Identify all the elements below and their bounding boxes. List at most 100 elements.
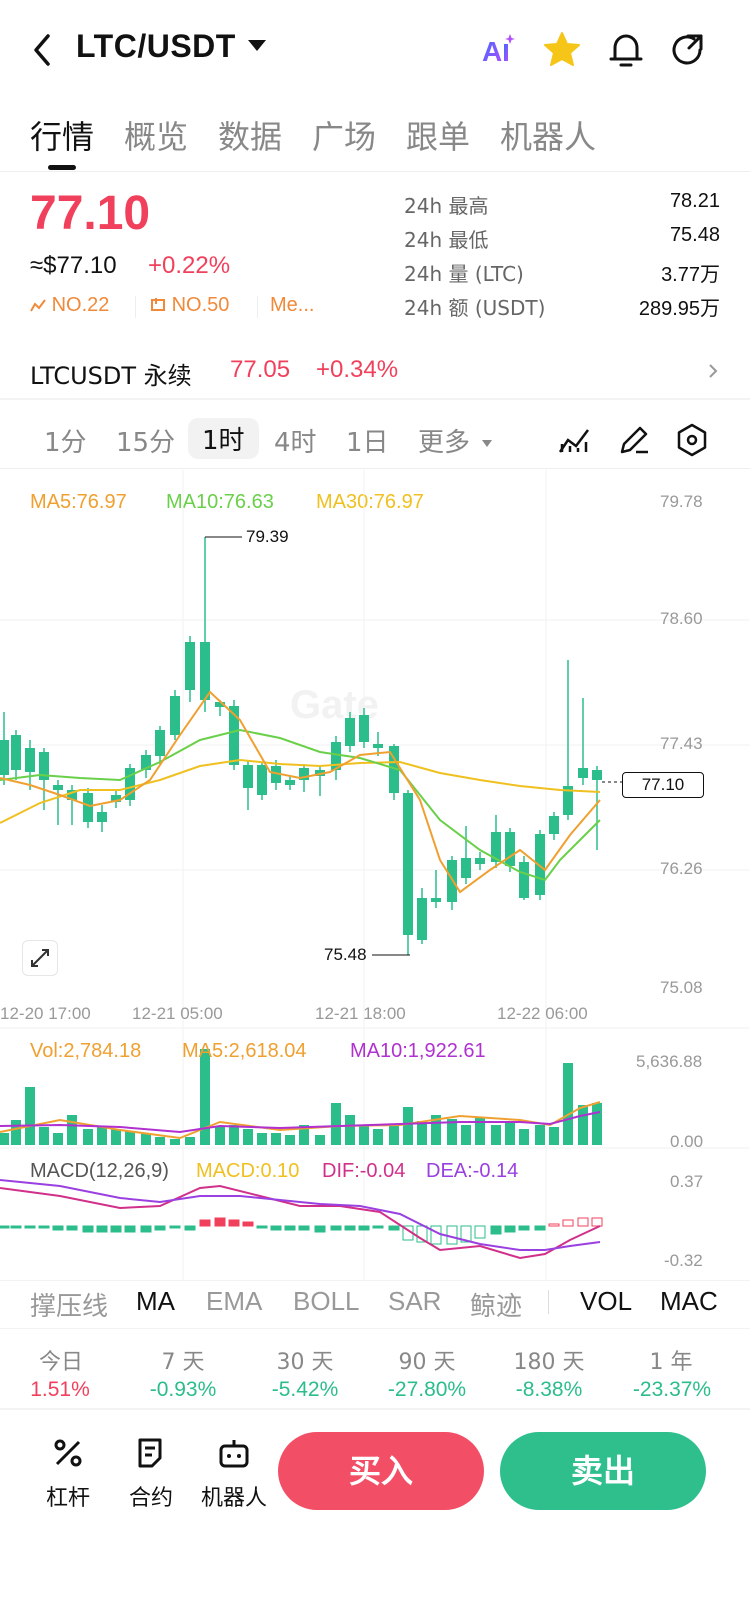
macd-bar [66, 1225, 78, 1231]
dif-line [0, 1184, 601, 1260]
macd-bar [562, 1219, 574, 1227]
macd-bar [24, 1225, 36, 1229]
box-icon [151, 298, 165, 311]
volume-bar [229, 1125, 239, 1145]
price-change: +0.22% [148, 252, 231, 279]
macd-bar [430, 1225, 442, 1245]
interval-15m[interactable]: 15分 [116, 428, 176, 458]
x-tick: 12-22 06:00 [497, 1004, 588, 1023]
svg-text:A: A [482, 36, 502, 67]
star-icon[interactable] [542, 30, 582, 70]
perf-label-180d: 180 天 [513, 1350, 585, 1375]
interval-1m[interactable]: 1分 [44, 428, 87, 458]
buy-button[interactable]: 买入 [278, 1432, 484, 1510]
tab-overview[interactable]: 概览 [124, 118, 189, 156]
contract-icon[interactable] [134, 1436, 168, 1470]
stat-high-label: 24h 最高 [404, 194, 489, 218]
candle [299, 768, 309, 780]
candle [141, 755, 151, 770]
tab-square[interactable]: 广场 [312, 118, 377, 156]
macd-title: MACD(12,26,9) [30, 1160, 169, 1182]
rank-badge-3[interactable]: Me... [270, 294, 315, 316]
volume-bar [257, 1133, 267, 1145]
volume-bar [111, 1129, 121, 1145]
macd-bar [548, 1223, 560, 1227]
indicator-boll[interactable]: BOLL [293, 1286, 360, 1316]
indicator-vol[interactable]: VOL [580, 1286, 633, 1316]
indicator-chart-icon[interactable] [556, 422, 592, 458]
interval-1d[interactable]: 1日 [346, 428, 389, 458]
indicator-sar[interactable]: SAR [388, 1286, 442, 1316]
volume-bar [549, 1127, 559, 1145]
volume-bar [417, 1121, 427, 1145]
rank-badge-2[interactable]: NO.50 [150, 294, 229, 317]
candle [39, 752, 49, 780]
expand-icon[interactable] [22, 940, 58, 976]
contract-label[interactable]: 合约 [128, 1486, 173, 1511]
tab-market[interactable]: 行情 [30, 118, 95, 156]
indicator-ma[interactable]: MA [136, 1286, 175, 1316]
caret-down-icon [482, 440, 493, 447]
perpetual-name[interactable]: LTCUSDT 永续 [30, 362, 192, 390]
y-tick: 76.26 [660, 859, 703, 878]
interval-more[interactable]: 更多 [418, 422, 493, 459]
macd-bar [140, 1225, 152, 1233]
candle [491, 832, 501, 862]
back-arrow-icon[interactable] [28, 30, 58, 70]
last-price: 77.10 [30, 187, 151, 240]
share-icon[interactable] [668, 30, 708, 70]
tab-robot[interactable]: 机器人 [500, 118, 597, 156]
pencil-icon[interactable] [616, 422, 652, 458]
divider [0, 398, 750, 400]
indicator-whale[interactable]: 鲸迹 [470, 1291, 523, 1321]
sell-button[interactable]: 卖出 [500, 1432, 706, 1510]
tab-copy-trade[interactable]: 跟单 [406, 118, 471, 156]
interval-1h[interactable]: 1时 [188, 418, 259, 459]
perf-label-1y: 1 年 [649, 1350, 693, 1375]
macd-bar [460, 1225, 472, 1243]
macd-bar [298, 1225, 310, 1231]
rank-badge-1[interactable]: NO.22 [30, 294, 109, 317]
indicator-ema[interactable]: EMA [206, 1286, 263, 1316]
candle [83, 793, 93, 822]
volume-bar [125, 1131, 135, 1145]
robot-label[interactable]: 机器人 [200, 1486, 267, 1511]
candle [11, 735, 21, 770]
volume-bar [592, 1103, 602, 1145]
candle [417, 898, 427, 940]
volume-bar [67, 1115, 77, 1145]
kline-chart[interactable]: Gate [0, 470, 750, 1280]
candle [200, 642, 210, 700]
volume-bar [491, 1125, 501, 1145]
chevron-right-icon[interactable] [706, 362, 720, 380]
candle [578, 768, 588, 778]
settings-hexagon-icon[interactable] [674, 422, 710, 458]
tab-data[interactable]: 数据 [218, 118, 283, 156]
indicator-support[interactable]: 撑压线 [30, 1291, 109, 1321]
leverage-icon[interactable] [51, 1436, 85, 1470]
bell-icon[interactable] [606, 30, 646, 70]
perf-value-30d: -5.42% [271, 1378, 339, 1401]
volume-bar [53, 1133, 63, 1145]
interval-more-label: 更多 [418, 428, 471, 458]
dea-line [0, 1179, 601, 1251]
vol-ma10-line [0, 1111, 601, 1134]
leverage-label[interactable]: 杠杆 [45, 1486, 90, 1511]
volume-bar [475, 1117, 485, 1145]
pair-title[interactable]: LTC/USDT [76, 28, 236, 64]
macd-bar [372, 1225, 384, 1229]
ma30-label: MA30:76.97 [316, 491, 424, 513]
interval-4h[interactable]: 4时 [274, 428, 317, 458]
ai-icon[interactable]: A [480, 30, 520, 70]
volume-bar [25, 1087, 35, 1145]
candle [519, 862, 529, 898]
candle [431, 898, 441, 902]
macd-bar [82, 1225, 94, 1233]
chevron-down-icon[interactable] [248, 40, 266, 51]
indicator-macd[interactable]: MAC [660, 1286, 718, 1316]
dea-value: DEA:-0.14 [426, 1160, 519, 1182]
robot-icon[interactable] [217, 1436, 251, 1470]
vol-label: Vol:2,784.18 [30, 1040, 142, 1062]
stat-low-label: 24h 最低 [404, 228, 489, 252]
vol-y-min: 0.00 [670, 1132, 704, 1151]
